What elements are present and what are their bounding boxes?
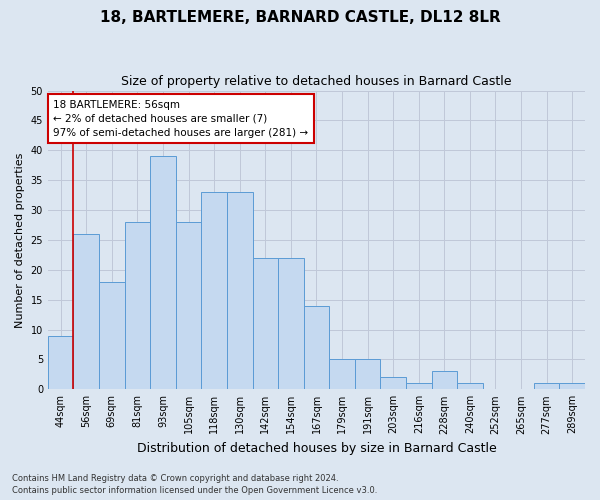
Bar: [534, 384, 559, 390]
Bar: [406, 384, 431, 390]
Title: Size of property relative to detached houses in Barnard Castle: Size of property relative to detached ho…: [121, 75, 512, 88]
Bar: [99, 282, 125, 390]
Text: Contains HM Land Registry data © Crown copyright and database right 2024.
Contai: Contains HM Land Registry data © Crown c…: [12, 474, 377, 495]
Y-axis label: Number of detached properties: Number of detached properties: [15, 152, 25, 328]
Bar: [355, 360, 380, 390]
Bar: [329, 360, 355, 390]
Bar: [457, 384, 482, 390]
Bar: [73, 234, 99, 390]
Bar: [431, 372, 457, 390]
Text: 18, BARTLEMERE, BARNARD CASTLE, DL12 8LR: 18, BARTLEMERE, BARNARD CASTLE, DL12 8LR: [100, 10, 500, 25]
Text: 18 BARTLEMERE: 56sqm
← 2% of detached houses are smaller (7)
97% of semi-detache: 18 BARTLEMERE: 56sqm ← 2% of detached ho…: [53, 100, 308, 138]
Bar: [176, 222, 202, 390]
Bar: [48, 336, 73, 390]
Bar: [202, 192, 227, 390]
Bar: [253, 258, 278, 390]
Bar: [227, 192, 253, 390]
Bar: [559, 384, 585, 390]
Bar: [125, 222, 150, 390]
Bar: [278, 258, 304, 390]
Bar: [380, 378, 406, 390]
Bar: [150, 156, 176, 390]
Bar: [304, 306, 329, 390]
X-axis label: Distribution of detached houses by size in Barnard Castle: Distribution of detached houses by size …: [137, 442, 496, 455]
